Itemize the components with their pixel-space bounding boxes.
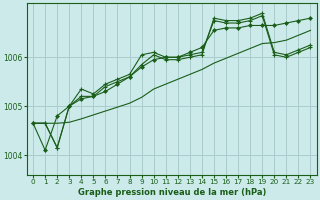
X-axis label: Graphe pression niveau de la mer (hPa): Graphe pression niveau de la mer (hPa) (77, 188, 266, 197)
